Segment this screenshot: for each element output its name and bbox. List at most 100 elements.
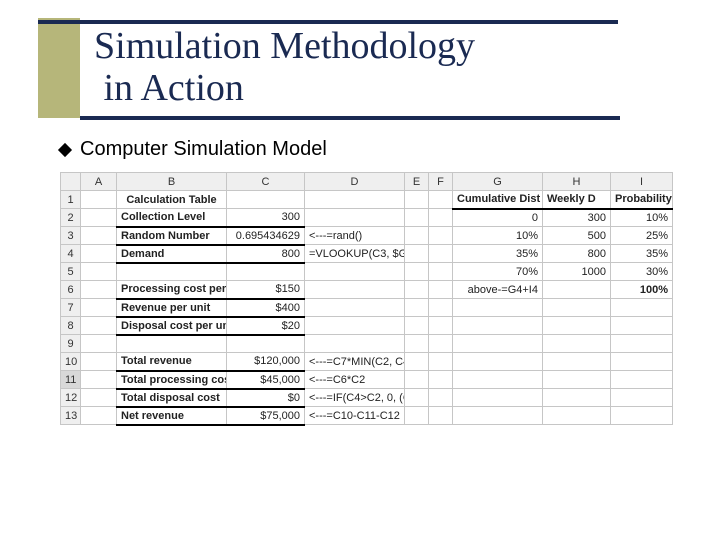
col-header-B[interactable]: B	[117, 173, 227, 191]
cell-C7[interactable]: $400	[227, 299, 305, 317]
cell-B7[interactable]: Revenue per unit	[117, 299, 227, 317]
cell-H5[interactable]: 1000	[543, 263, 611, 281]
cell-E7[interactable]	[405, 299, 429, 317]
cell-H9[interactable]	[543, 335, 611, 353]
cell-E2[interactable]	[405, 209, 429, 227]
cell-I2[interactable]: 10%	[611, 209, 673, 227]
cell-I9[interactable]	[611, 335, 673, 353]
cell-H8[interactable]	[543, 317, 611, 335]
cell-G11[interactable]	[453, 371, 543, 389]
cell-I4[interactable]: 35%	[611, 245, 673, 263]
cell-B5[interactable]	[117, 263, 227, 281]
cell-A4[interactable]	[81, 245, 117, 263]
cell-F10[interactable]	[429, 353, 453, 371]
cell-B11[interactable]: Total processing cost	[117, 371, 227, 389]
cell-B6[interactable]: Processing cost per unit	[117, 281, 227, 299]
cell-C6[interactable]: $150	[227, 281, 305, 299]
row-header-3[interactable]: 3	[61, 227, 81, 245]
cell-D6[interactable]	[305, 281, 405, 299]
cell-D8[interactable]	[305, 317, 405, 335]
cell-F3[interactable]	[429, 227, 453, 245]
cell-F12[interactable]	[429, 389, 453, 407]
cell-H10[interactable]	[543, 353, 611, 371]
cell-B8[interactable]: Disposal cost per unit	[117, 317, 227, 335]
col-header-E[interactable]: E	[405, 173, 429, 191]
cell-A12[interactable]	[81, 389, 117, 407]
cell-A5[interactable]	[81, 263, 117, 281]
cell-D11[interactable]: <---=C6*C2	[305, 371, 405, 389]
col-header-C[interactable]: C	[227, 173, 305, 191]
row-header-13[interactable]: 13	[61, 407, 81, 425]
row-header-7[interactable]: 7	[61, 299, 81, 317]
cell-G12[interactable]	[453, 389, 543, 407]
cell-C2[interactable]: 300	[227, 209, 305, 227]
cell-A7[interactable]	[81, 299, 117, 317]
cell-C9[interactable]	[227, 335, 305, 353]
cell-E12[interactable]	[405, 389, 429, 407]
row-header-4[interactable]: 4	[61, 245, 81, 263]
row-header-1[interactable]: 1	[61, 191, 81, 209]
cell-A13[interactable]	[81, 407, 117, 425]
cell-C3[interactable]: 0.695434629	[227, 227, 305, 245]
cell-B12[interactable]: Total disposal cost	[117, 389, 227, 407]
row-header-11[interactable]: 11	[61, 371, 81, 389]
cell-B4[interactable]: Demand	[117, 245, 227, 263]
cell-E1[interactable]	[405, 191, 429, 209]
cell-A11[interactable]	[81, 371, 117, 389]
cell-D7[interactable]	[305, 299, 405, 317]
cell-D2[interactable]	[305, 209, 405, 227]
cell-I11[interactable]	[611, 371, 673, 389]
cell-C4[interactable]: 800	[227, 245, 305, 263]
cell-I13[interactable]	[611, 407, 673, 425]
cell-D4[interactable]: =VLOOKUP(C3, $G$2:$H$5, 2)	[305, 245, 405, 263]
cell-G8[interactable]	[453, 317, 543, 335]
col-header-A[interactable]: A	[81, 173, 117, 191]
cell-C10[interactable]: $120,000	[227, 353, 305, 371]
cell-D10[interactable]: <---=C7*MIN(C2, C4)	[305, 353, 405, 371]
cell-F11[interactable]	[429, 371, 453, 389]
cell-I1[interactable]: Probability	[611, 191, 673, 209]
cell-A3[interactable]	[81, 227, 117, 245]
cell-I10[interactable]	[611, 353, 673, 371]
row-header-12[interactable]: 12	[61, 389, 81, 407]
cell-H1[interactable]: Weekly D	[543, 191, 611, 209]
cell-D13[interactable]: <---=C10-C11-C12	[305, 407, 405, 425]
cell-A2[interactable]	[81, 209, 117, 227]
col-header-G[interactable]: G	[453, 173, 543, 191]
cell-C1[interactable]	[227, 191, 305, 209]
cell-F9[interactable]	[429, 335, 453, 353]
cell-B10[interactable]: Total revenue	[117, 353, 227, 371]
cell-I7[interactable]	[611, 299, 673, 317]
cell-D5[interactable]	[305, 263, 405, 281]
cell-E8[interactable]	[405, 317, 429, 335]
cell-B3[interactable]: Random Number	[117, 227, 227, 245]
cell-G1[interactable]: Cumulative Dist	[453, 191, 543, 209]
cell-E3[interactable]	[405, 227, 429, 245]
cell-D3[interactable]: <---=rand()	[305, 227, 405, 245]
cell-H3[interactable]: 500	[543, 227, 611, 245]
col-header-I[interactable]: I	[611, 173, 673, 191]
cell-G2[interactable]: 0	[453, 209, 543, 227]
cell-A9[interactable]	[81, 335, 117, 353]
cell-G9[interactable]	[453, 335, 543, 353]
cell-G3[interactable]: 10%	[453, 227, 543, 245]
cell-A10[interactable]	[81, 353, 117, 371]
cell-G4[interactable]: 35%	[453, 245, 543, 263]
cell-G5[interactable]: 70%	[453, 263, 543, 281]
row-header-6[interactable]: 6	[61, 281, 81, 299]
cell-E11[interactable]	[405, 371, 429, 389]
cell-F5[interactable]	[429, 263, 453, 281]
cell-B2[interactable]: Collection Level	[117, 209, 227, 227]
cell-C11[interactable]: $45,000	[227, 371, 305, 389]
cell-B13[interactable]: Net revenue	[117, 407, 227, 425]
cell-I3[interactable]: 25%	[611, 227, 673, 245]
cell-G10[interactable]	[453, 353, 543, 371]
row-header-8[interactable]: 8	[61, 317, 81, 335]
cell-F8[interactable]	[429, 317, 453, 335]
cell-I5[interactable]: 30%	[611, 263, 673, 281]
cell-F2[interactable]	[429, 209, 453, 227]
cell-A8[interactable]	[81, 317, 117, 335]
cell-E9[interactable]	[405, 335, 429, 353]
cell-G6[interactable]: above-=G4+I4	[453, 281, 543, 299]
cell-E4[interactable]	[405, 245, 429, 263]
